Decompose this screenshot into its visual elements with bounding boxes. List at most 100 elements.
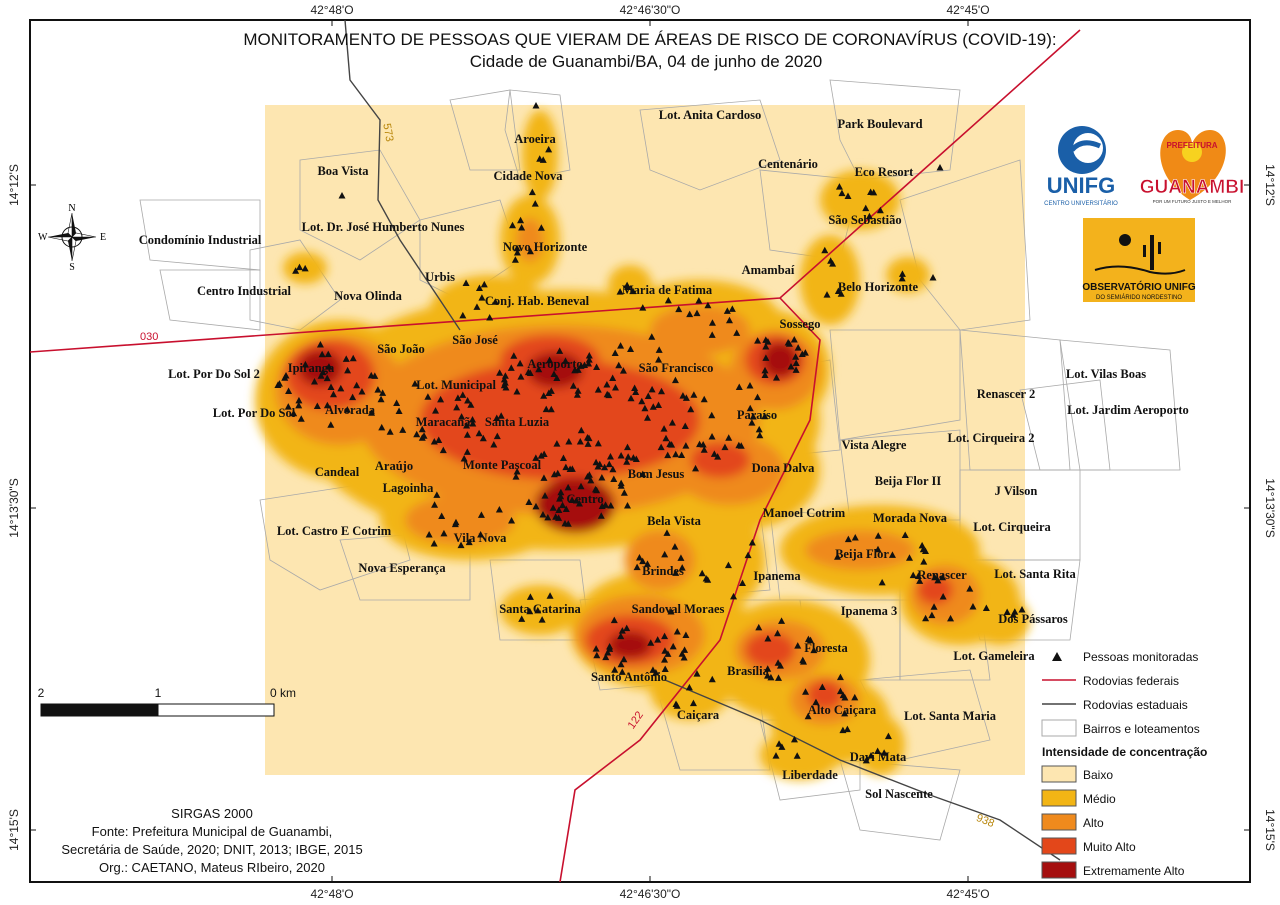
monitored-person-point: [704, 301, 712, 309]
neighborhood-label: Floresta: [804, 641, 848, 655]
monitored-person-point: [610, 616, 618, 624]
map-subtitle: Cidade de Guanambi/BA, 04 de junho de 20…: [470, 52, 823, 71]
monitored-person-point: [544, 513, 552, 521]
legend-class-label-0: Baixo: [1083, 768, 1113, 782]
monitored-person-point: [531, 200, 539, 207]
monitored-person-point: [591, 485, 599, 493]
monitored-person-point: [725, 434, 733, 441]
federal-roads: [30, 29, 1081, 882]
neighborhood-label: Lot. Santa Maria: [904, 709, 997, 723]
monitored-person-point: [617, 482, 625, 489]
monitored-person-point: [554, 469, 562, 477]
monitored-person-point: [663, 529, 671, 536]
monitored-person-point: [905, 554, 913, 561]
prefeitura-name: GUANAMBI: [1140, 177, 1245, 198]
monitored-person-point: [708, 432, 716, 440]
monitored-person-point: [606, 642, 614, 650]
neighborhood-label: Davi Mata: [850, 750, 907, 764]
monitored-person-point: [775, 740, 783, 747]
monitored-person-point: [735, 383, 743, 390]
legend-swatch-3: [1041, 837, 1077, 855]
neighborhood-label: Araújo: [375, 459, 413, 473]
monitored-person-point: [435, 436, 443, 443]
scale-label-2: 2: [38, 686, 45, 700]
monitored-person-point: [835, 183, 843, 190]
monitored-person-point: [532, 502, 540, 510]
neighborhood-label: Lot. Anita Cardoso: [659, 108, 761, 122]
monitored-person-point: [463, 448, 471, 455]
monitored-person-point: [556, 347, 564, 354]
monitored-person-point: [939, 592, 947, 600]
monitored-person-point: [624, 502, 632, 509]
neighborhood-label: São João: [377, 342, 425, 356]
monitored-person-point: [660, 425, 668, 432]
monitored-person-point: [501, 372, 509, 379]
neighborhood-label: Lot. Jardim Aeroporto: [1067, 403, 1189, 417]
monitored-person-point: [616, 288, 624, 295]
monitored-person-point: [928, 611, 936, 619]
monitored-person-point: [787, 363, 795, 370]
monitored-person-point: [473, 303, 481, 310]
neighborhood-label: Boa Vista: [317, 164, 369, 178]
monitored-person-point: [772, 374, 780, 381]
monitored-person-point: [649, 666, 657, 673]
monitored-person-point: [939, 573, 947, 581]
monitored-person-point: [655, 401, 663, 408]
monitored-person-point: [295, 401, 303, 409]
neighborhood-label: Lot. Vilas Boas: [1066, 367, 1146, 381]
monitored-person-point: [557, 492, 565, 500]
monitored-person-point: [546, 592, 554, 599]
monitored-person-point: [821, 246, 829, 254]
coord-top-3: 42°45'O: [946, 3, 989, 17]
monitored-person-point: [884, 732, 892, 740]
monitored-person-point: [585, 352, 593, 359]
monitored-person-point: [534, 606, 542, 614]
source-line-3: Secretária de Saúde, 2020; DNIT, 2013; I…: [61, 842, 362, 857]
monitored-person-point: [536, 155, 544, 162]
monitored-person-point: [898, 270, 906, 277]
monitored-person-point: [377, 395, 385, 403]
neighborhood-label: Sol Nascente: [865, 787, 933, 801]
monitored-person-point: [690, 391, 698, 398]
neighborhood-label: Ipanema 3: [841, 604, 898, 618]
monitored-person-point: [818, 683, 826, 690]
neighborhood-label: Lot. Por Do Sol 2: [168, 367, 260, 381]
coord-right-1: 14°12'S: [1263, 164, 1277, 206]
monitored-person-point: [698, 569, 706, 577]
monitored-person-point: [547, 387, 555, 394]
legend-federal: Rodovias federais: [1083, 674, 1179, 688]
monitored-person-point: [486, 314, 494, 321]
monitored-person-point: [678, 564, 686, 571]
monitored-person-point: [687, 405, 695, 413]
neighborhood-label: Lot. Cirqueira: [973, 520, 1051, 534]
monitored-person-point: [772, 752, 780, 759]
monitored-person-point: [463, 421, 471, 429]
neighborhood-label: Centro: [566, 492, 603, 506]
monitored-person-point: [778, 743, 786, 750]
monitored-person-point: [550, 370, 558, 377]
legend-swatch-0: [1041, 765, 1077, 783]
monitored-person-point: [841, 709, 849, 717]
observatorio-name: OBSERVATÓRIO UNIFG: [1082, 280, 1196, 293]
coord-bottom-3: 42°45'O: [946, 887, 989, 901]
neighborhood-label: Maria de Fatima: [622, 283, 713, 297]
monitored-person-point: [931, 573, 939, 581]
monitored-person-point: [624, 283, 632, 291]
monitored-person-point: [623, 624, 631, 632]
monitored-person-point: [433, 491, 441, 498]
neighborhood-label: Lot. Castro E Cotrim: [277, 524, 392, 538]
monitored-person-point: [301, 360, 309, 368]
monitored-person-point: [475, 284, 483, 291]
legend-swatch-1: [1041, 789, 1077, 807]
monitored-person-point: [323, 374, 331, 382]
monitored-person-point: [708, 411, 716, 419]
monitored-person-point: [774, 659, 782, 666]
monitored-person-point: [898, 274, 906, 282]
neighborhood-label: São Sebastião: [828, 213, 901, 227]
monitored-person-point: [463, 431, 471, 438]
monitored-person-point: [617, 342, 625, 349]
monitored-person-point: [430, 438, 438, 445]
source-line-1: SIRGAS 2000: [171, 806, 253, 821]
monitored-person-point: [754, 393, 762, 401]
prefeitura-tagline: POR UM FUTURO JUSTO E MELHOR: [1153, 199, 1232, 204]
